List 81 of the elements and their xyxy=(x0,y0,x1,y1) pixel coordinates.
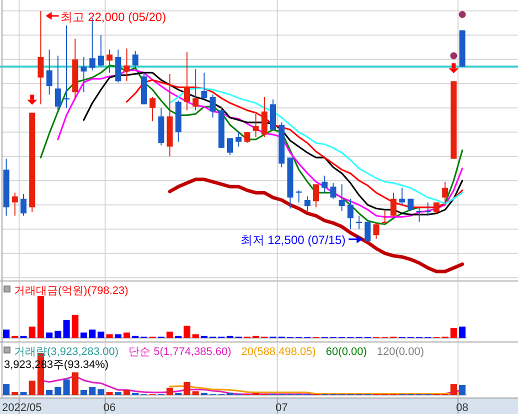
bar xyxy=(89,330,96,338)
text: 20(588,498.05) xyxy=(241,346,316,358)
bar xyxy=(450,384,457,395)
legend-label: 60(0.00) xyxy=(326,346,367,358)
x-tick-label: 08 xyxy=(456,402,468,414)
bar xyxy=(166,332,174,338)
candlestick xyxy=(46,49,52,96)
annotation: 최저 12,500 (07/15) xyxy=(240,233,346,248)
candlestick xyxy=(132,50,138,68)
bar xyxy=(54,330,62,338)
bar xyxy=(192,391,199,395)
bar xyxy=(3,384,10,395)
bar xyxy=(63,379,70,395)
candlestick xyxy=(64,24,70,108)
bar xyxy=(89,387,96,395)
candlestick xyxy=(322,175,328,194)
candlestick xyxy=(98,34,104,68)
bar xyxy=(114,392,122,395)
bar xyxy=(184,326,190,338)
chart-title: 거래량(3,923,283.00) xyxy=(14,346,119,358)
x-tick-label: 2022/05 xyxy=(2,402,42,414)
bar xyxy=(106,392,113,395)
legend-label: 120(0.00) xyxy=(376,346,424,358)
candlestick xyxy=(313,184,320,208)
x-tick-label: 07 xyxy=(275,402,288,414)
bar xyxy=(166,388,174,395)
candlestick xyxy=(192,68,199,111)
candlestick xyxy=(244,132,250,144)
candlestick xyxy=(347,198,354,230)
candlestick xyxy=(20,193,27,216)
bar xyxy=(123,332,130,338)
candlestick xyxy=(442,181,448,204)
candlestick xyxy=(252,113,259,138)
bar xyxy=(459,326,466,338)
bar xyxy=(80,332,88,338)
candlestick xyxy=(408,198,414,212)
bar xyxy=(192,334,199,338)
bar xyxy=(72,372,78,395)
candlestick xyxy=(373,222,380,240)
candlestick xyxy=(399,187,406,206)
bar xyxy=(37,296,44,338)
candlestick xyxy=(124,48,130,82)
candlestick xyxy=(261,96,268,138)
candlestick xyxy=(236,132,242,148)
candlestick xyxy=(210,94,216,118)
candlestick xyxy=(54,55,61,111)
bar xyxy=(72,314,78,338)
bar xyxy=(28,380,36,395)
candlestick xyxy=(150,96,156,122)
candlestick xyxy=(12,192,18,216)
bar xyxy=(12,392,18,395)
bar xyxy=(63,320,70,338)
text: 단순 5(1,774,385.60) xyxy=(128,346,232,358)
candlestick xyxy=(390,192,396,219)
bar xyxy=(28,326,36,338)
bar xyxy=(54,387,62,395)
bar xyxy=(106,334,113,338)
bar xyxy=(459,384,466,395)
x-tick-label: 06 xyxy=(103,402,116,414)
candlestick xyxy=(38,10,44,105)
candlestick xyxy=(106,49,113,74)
bar xyxy=(20,392,27,395)
bar xyxy=(123,390,130,395)
bar xyxy=(114,334,122,338)
candlestick xyxy=(80,56,87,93)
candlestick xyxy=(330,182,336,200)
chart-title: 거래대금(억원)(798.23) xyxy=(14,285,128,297)
bar xyxy=(46,390,53,395)
bar xyxy=(98,389,104,395)
bar xyxy=(184,382,190,395)
bar xyxy=(3,330,10,338)
bar xyxy=(450,328,457,338)
candlestick xyxy=(304,196,310,212)
bar xyxy=(80,390,88,395)
annotation: 최고 22,000 (05/20) xyxy=(60,10,166,24)
candlestick xyxy=(184,52,190,111)
candlestick xyxy=(227,138,233,156)
candlestick xyxy=(338,184,345,212)
bar xyxy=(98,332,104,338)
candlestick xyxy=(201,72,208,99)
bar xyxy=(46,332,53,338)
